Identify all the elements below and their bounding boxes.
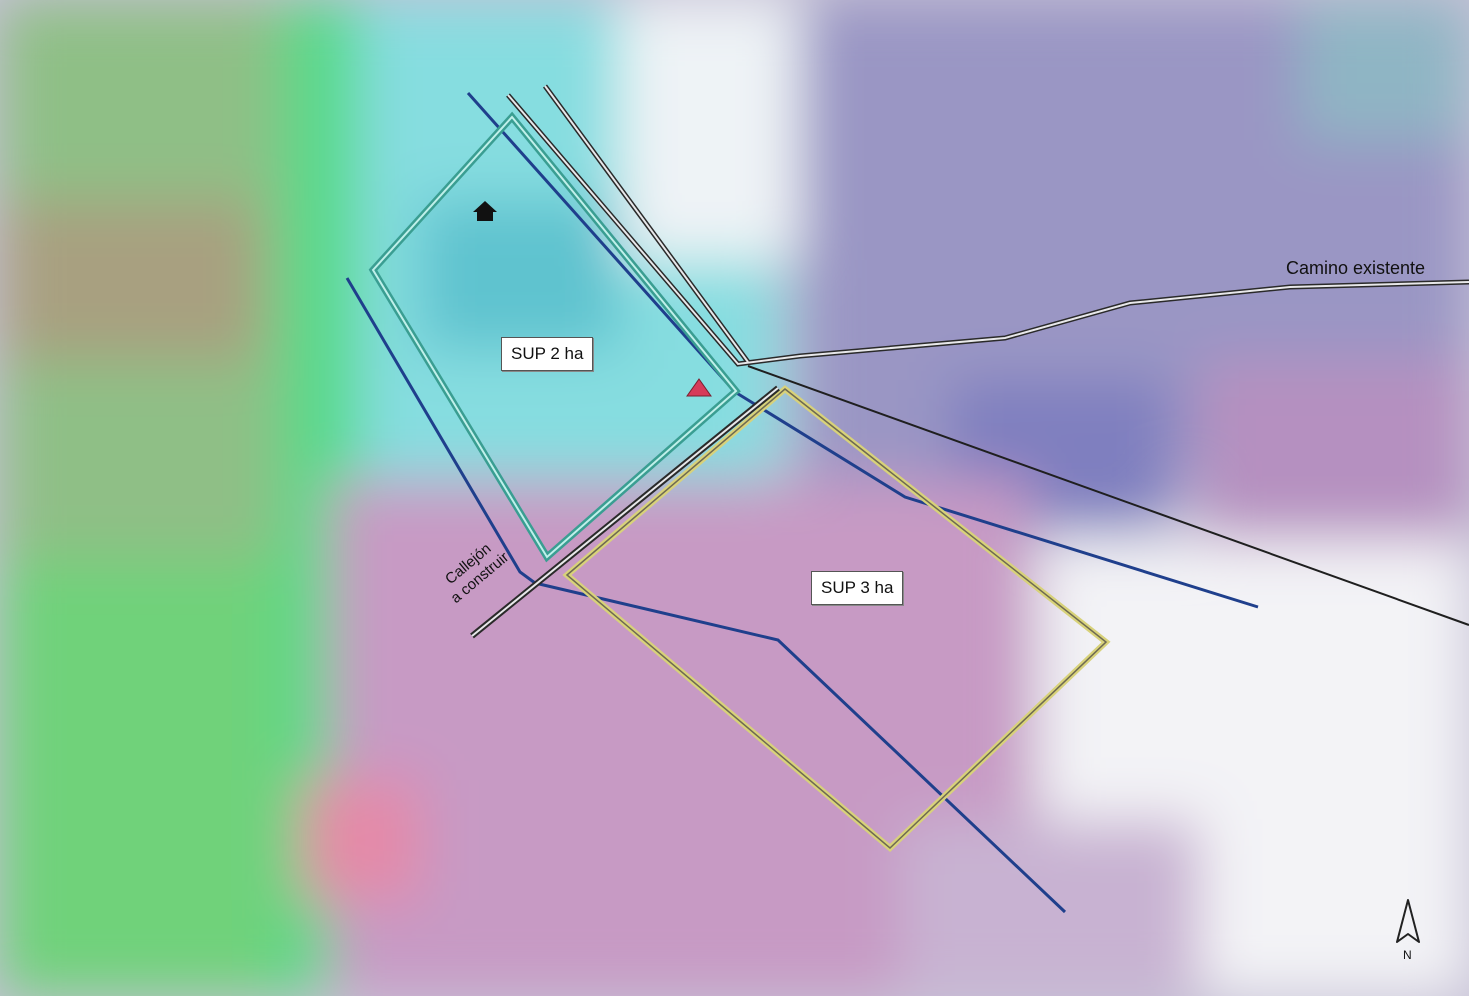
streams <box>345 92 1259 914</box>
triangle-marker-icon[interactable] <box>686 378 712 397</box>
stream-south <box>534 581 1067 914</box>
stream-north <box>466 92 1259 609</box>
existing-road-label: Camino existente <box>1286 258 1426 278</box>
north-label: N <box>1403 948 1412 962</box>
north-arrow-icon <box>1396 899 1420 943</box>
parcel-2ha-outline[interactable] <box>368 111 741 563</box>
parcel-3ha-outline[interactable] <box>562 385 1111 853</box>
house-marker-icon[interactable] <box>473 201 497 221</box>
stream-west <box>345 277 536 585</box>
parcel-2ha-label: SUP 2 ha <box>501 337 594 371</box>
parcel-3ha-label: SUP 3 ha <box>811 571 904 605</box>
east-track <box>747 365 1469 626</box>
alley-to-build <box>470 385 780 639</box>
existing-road <box>506 84 1469 367</box>
